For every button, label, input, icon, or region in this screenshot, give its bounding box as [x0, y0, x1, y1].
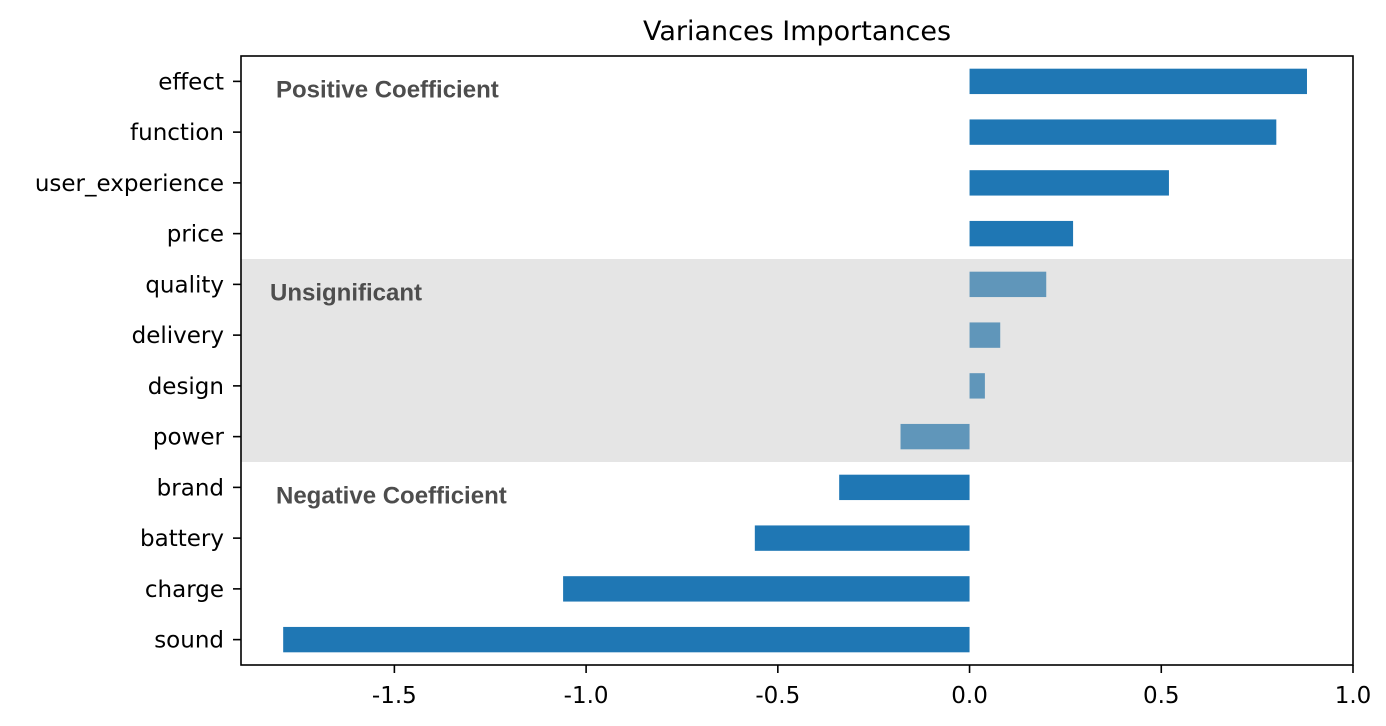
- annotation-label: Unsignificant: [270, 279, 422, 306]
- y-tick-label: delivery: [132, 323, 224, 349]
- y-tick-label: design: [148, 374, 224, 400]
- unsignificant-band: [241, 259, 1353, 462]
- annotation-label: Positive Coefficient: [276, 76, 499, 103]
- x-tick-label: -1.0: [564, 683, 609, 709]
- y-tick-label: quality: [145, 272, 224, 298]
- y-tick-label: sound: [154, 628, 224, 654]
- bar-power: [900, 423, 970, 450]
- x-tick-label: 1.0: [1335, 683, 1372, 709]
- bar-design: [969, 373, 985, 399]
- bar-effect: [969, 68, 1307, 95]
- annotations: Positive Coefficient Unsignificant Negativ…: [270, 76, 507, 509]
- bar-price: [969, 220, 1074, 247]
- bar-brand: [839, 474, 970, 501]
- x-tick-label: 0.5: [1143, 683, 1180, 709]
- x-tick-label: -0.5: [755, 683, 800, 709]
- y-tick-label: battery: [140, 526, 224, 552]
- y-tick-label: price: [167, 222, 224, 248]
- annotation-label: Negative Coefficient: [276, 482, 507, 509]
- y-tick-label: brand: [157, 475, 224, 501]
- x-tick-label: -1.5: [372, 683, 417, 709]
- x-tick-label: 0.0: [951, 683, 988, 709]
- bar-charge: [563, 576, 970, 602]
- bar-battery: [754, 525, 970, 551]
- bar-delivery: [969, 322, 1001, 348]
- y-tick-label: user_experience: [35, 171, 224, 197]
- bar-quality: [969, 271, 1047, 298]
- highlight-band-layer: [241, 259, 1353, 462]
- y-tick-label: effect: [158, 69, 224, 95]
- y-tick-label: function: [130, 120, 224, 146]
- x-axis-ticks: -1.5 -1.0 -0.5 0.0 0.5 1.0: [372, 665, 1371, 709]
- plot-area-frame: [240, 55, 1354, 666]
- bar-sound: [283, 626, 970, 653]
- y-tick-label: charge: [145, 577, 224, 603]
- bar-user-experience: [969, 170, 1169, 196]
- bars: [283, 68, 1307, 653]
- bar-function: [969, 119, 1277, 145]
- y-tick-label: power: [153, 425, 225, 451]
- chart-title: Variances Importances: [643, 16, 951, 47]
